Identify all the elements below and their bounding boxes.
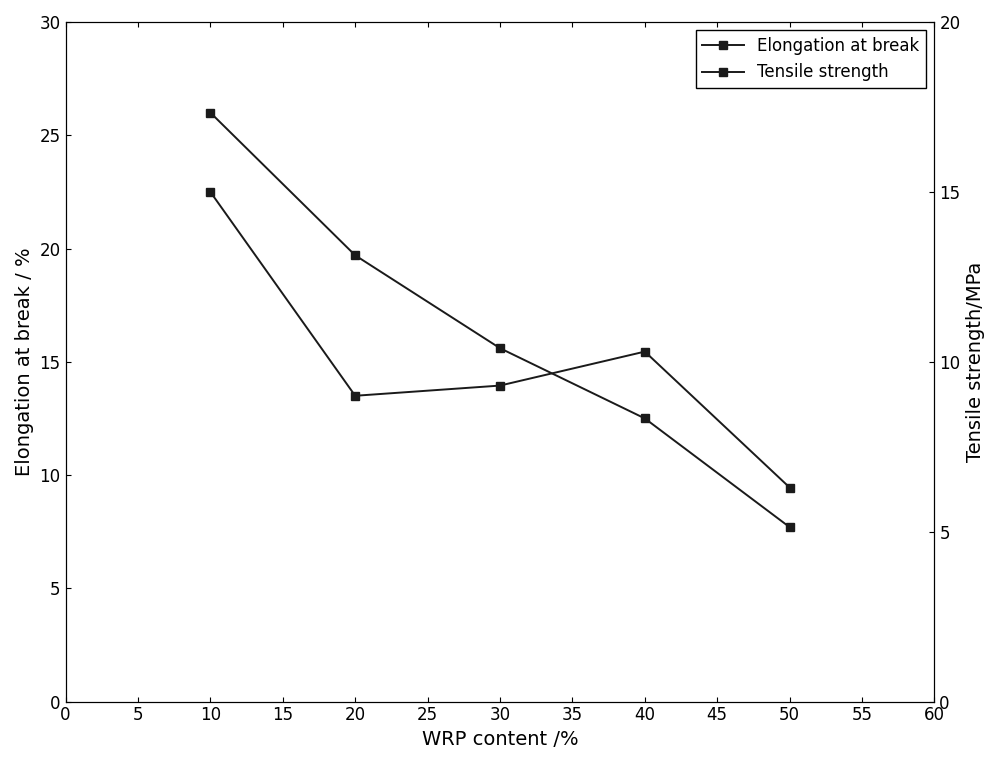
Tensile strength bbox=[349, 391, 361, 400]
Line: Tensile strength: Tensile strength bbox=[206, 188, 794, 492]
Elongation at break bbox=[349, 251, 361, 260]
Y-axis label: Tensile strength/MPa: Tensile strength/MPa bbox=[966, 261, 985, 462]
X-axis label: WRP content /%: WRP content /% bbox=[422, 730, 578, 749]
Elongation at break bbox=[494, 344, 506, 353]
Line: Elongation at break: Elongation at break bbox=[206, 108, 794, 531]
Tensile strength bbox=[494, 381, 506, 390]
Legend: Elongation at break, Tensile strength: Elongation at break, Tensile strength bbox=[696, 31, 926, 88]
Tensile strength bbox=[639, 347, 651, 356]
Tensile strength bbox=[204, 187, 216, 196]
Tensile strength bbox=[784, 483, 796, 492]
Elongation at break bbox=[639, 414, 651, 423]
Y-axis label: Elongation at break / %: Elongation at break / % bbox=[15, 248, 34, 476]
Elongation at break bbox=[784, 523, 796, 532]
Elongation at break bbox=[204, 108, 216, 117]
